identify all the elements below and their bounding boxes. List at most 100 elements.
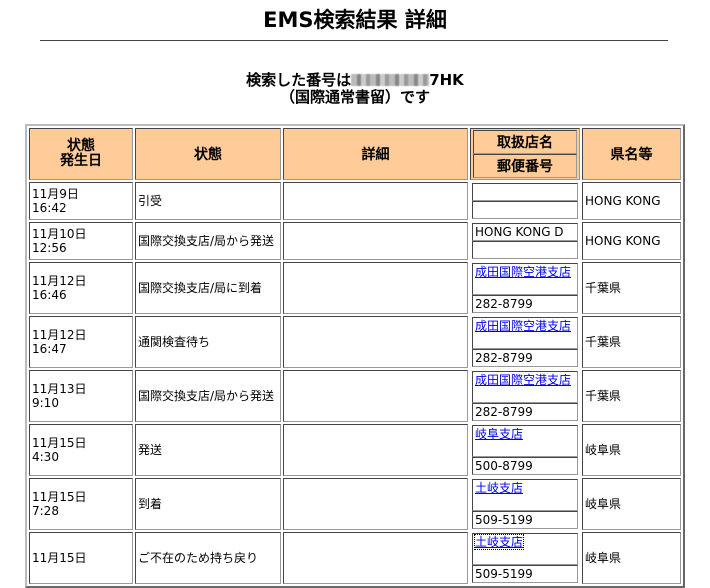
office-postal-cell <box>470 182 580 220</box>
prefecture-cell: 岐阜県 <box>582 424 681 476</box>
postal-code: 282-8799 <box>472 349 578 367</box>
office-cell: 成田国際空港支店 <box>472 371 578 403</box>
date-cell: 11月10日 12:56 <box>29 222 133 260</box>
prefecture-cell: HONG KONG <box>582 222 681 260</box>
postal-code: 509-5199 <box>472 565 578 583</box>
date-cell: 11月13日 9:10 <box>29 370 133 422</box>
postal-code <box>472 201 578 219</box>
detail-cell <box>283 478 468 530</box>
status-cell: ご不在のため持ち戻り <box>135 532 281 584</box>
office-cell: 岐阜支店 <box>472 425 578 457</box>
status-cell: 引受 <box>135 182 281 220</box>
header-detail: 詳細 <box>283 128 468 180</box>
office-cell: 成田国際空港支店 <box>472 263 578 295</box>
event-date: 11月10日 <box>32 227 87 241</box>
office-postal-cell: 土岐支店 509-5199 <box>470 478 580 530</box>
event-time: 16:47 <box>32 342 67 356</box>
prefecture-cell: HONG KONG <box>582 182 681 220</box>
date-cell: 11月12日 16:47 <box>29 316 133 368</box>
office-link[interactable]: 土岐支店 <box>473 534 525 550</box>
status-cell: 国際交換支店/局に到着 <box>135 262 281 314</box>
office-postal-cell: 成田国際空港支店 282-8799 <box>470 262 580 314</box>
mail-type: （国際通常書留）です <box>279 88 430 106</box>
postal-code: 509-5199 <box>472 511 578 529</box>
table-row: 11月15日 ご不在のため持ち戻り 土岐支店 509-5199 岐阜県 <box>29 532 681 584</box>
date-cell: 11月15日 <box>29 532 133 584</box>
table-row: 11月13日 9:10 国際交換支店/局から発送 成田国際空港支店 282-879… <box>29 370 681 422</box>
office-cell <box>472 183 578 201</box>
status-cell: 発送 <box>135 424 281 476</box>
detail-cell <box>283 182 468 220</box>
date-cell: 11月15日 4:30 <box>29 424 133 476</box>
event-date: 11月12日 <box>32 274 87 288</box>
detail-cell <box>283 222 468 260</box>
number-suffix: 7HK <box>429 71 464 89</box>
table-row: 11月12日 16:46 国際交換支店/局に到着 成田国際空港支店 282-879… <box>29 262 681 314</box>
search-summary: 検索した番号は 7HK （国際通常書留）です <box>0 72 710 106</box>
detail-cell <box>283 262 468 314</box>
event-time: 4:30 <box>32 450 59 464</box>
prefecture-cell: 岐阜県 <box>582 478 681 530</box>
tracking-table: 状態 発生日 状態 詳細 取扱店名 郵便番号 県名等 11月9日 16:42 引受… <box>25 124 685 588</box>
detail-cell <box>283 316 468 368</box>
header-date: 状態 発生日 <box>29 128 133 180</box>
postal-code: 282-8799 <box>472 403 578 421</box>
detail-cell <box>283 370 468 422</box>
status-cell: 通関検査待ち <box>135 316 281 368</box>
header-office: 取扱店名 <box>473 130 577 154</box>
event-date: 11月15日 <box>32 490 87 504</box>
prefecture-cell: 千葉県 <box>582 316 681 368</box>
header-status: 状態 <box>135 128 281 180</box>
header-office-postal: 取扱店名 郵便番号 <box>470 128 580 180</box>
prefecture-cell: 岐阜県 <box>582 532 681 584</box>
prefecture-cell: 千葉県 <box>582 262 681 314</box>
date-cell: 11月12日 16:46 <box>29 262 133 314</box>
office-postal-cell: 成田国際空港支店 282-8799 <box>470 370 580 422</box>
table-row: 11月15日 4:30 発送 岐阜支店 500-8799 岐阜県 <box>29 424 681 476</box>
office-postal-cell: 成田国際空港支店 282-8799 <box>470 316 580 368</box>
office-cell: 土岐支店 <box>472 533 578 565</box>
event-time: 16:42 <box>32 201 67 215</box>
office-cell: HONG KONG D <box>472 223 578 241</box>
table-row: 11月12日 16:47 通関検査待ち 成田国際空港支店 282-8799 千葉県 <box>29 316 681 368</box>
office-name: HONG KONG D <box>475 225 564 239</box>
event-date: 11月15日 <box>32 551 87 565</box>
office-link[interactable]: 成田国際空港支店 <box>475 319 572 333</box>
table-row: 11月10日 12:56 国際交換支店/局から発送 HONG KONG D HON… <box>29 222 681 260</box>
event-time: 9:10 <box>32 396 59 410</box>
redacted-number <box>351 74 430 86</box>
office-link[interactable]: 土岐支店 <box>475 481 524 495</box>
office-cell: 土岐支店 <box>472 479 578 511</box>
status-cell: 国際交換支店/局から発送 <box>135 222 281 260</box>
header-prefecture: 県名等 <box>582 128 681 180</box>
office-link[interactable]: 成田国際空港支店 <box>475 373 572 387</box>
event-date: 11月12日 <box>32 328 87 342</box>
office-cell: 成田国際空港支店 <box>472 317 578 349</box>
event-time: 16:46 <box>32 288 67 302</box>
office-postal-cell: 岐阜支店 500-8799 <box>470 424 580 476</box>
detail-cell <box>283 424 468 476</box>
detail-cell <box>283 532 468 584</box>
office-link[interactable]: 成田国際空港支店 <box>475 265 572 279</box>
event-date: 11月15日 <box>32 436 87 450</box>
header-postal: 郵便番号 <box>473 154 577 178</box>
office-link[interactable]: 岐阜支店 <box>475 427 524 441</box>
status-cell: 到着 <box>135 478 281 530</box>
event-date: 11月13日 <box>32 382 87 396</box>
page-title: EMS検索結果 詳細 <box>263 8 447 32</box>
postal-code: 282-8799 <box>472 295 578 313</box>
postal-code: 500-8799 <box>472 457 578 475</box>
event-time: 12:56 <box>32 241 67 255</box>
prefecture-cell: 千葉県 <box>582 370 681 422</box>
search-label: 検索した番号は <box>246 71 352 89</box>
date-cell: 11月9日 16:42 <box>29 182 133 220</box>
office-postal-cell: 土岐支店 509-5199 <box>470 532 580 584</box>
postal-code <box>472 241 578 259</box>
divider <box>40 40 668 41</box>
status-cell: 国際交換支店/局から発送 <box>135 370 281 422</box>
date-cell: 11月15日 7:28 <box>29 478 133 530</box>
event-time: 7:28 <box>32 504 59 518</box>
office-postal-cell: HONG KONG D <box>470 222 580 260</box>
table-row: 11月15日 7:28 到着 土岐支店 509-5199 岐阜県 <box>29 478 681 530</box>
table-row: 11月9日 16:42 引受 HONG KONG <box>29 182 681 220</box>
